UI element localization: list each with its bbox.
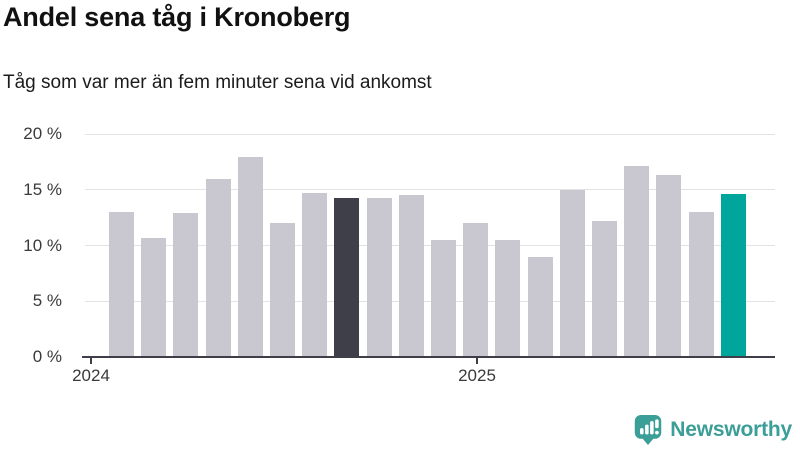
newsworthy-speech-bubble-chart-icon: [633, 413, 663, 446]
bar-2024-06: [270, 223, 296, 357]
bar-2025-07: [688, 212, 714, 357]
chart-title: Andel sena tåg i Kronoberg: [3, 2, 351, 32]
bar-2024-01: [109, 212, 134, 357]
y-tick-label: 0 %: [32, 347, 62, 366]
bar-2024-10: [398, 195, 424, 357]
bar-2024-03: [173, 213, 199, 357]
bar-2024-04: [205, 178, 231, 357]
bar-2024-11: [431, 239, 457, 357]
bar-2025-01: [495, 239, 521, 357]
bar-2025-05: [624, 166, 650, 357]
bar-2024-08: [334, 197, 360, 357]
x-tick-label-2024: 2024: [72, 366, 110, 385]
y-tick-label: 10 %: [23, 235, 62, 255]
newsworthy-logo[interactable]: Newsworthy: [633, 413, 792, 446]
bar-2024-09: [366, 197, 392, 357]
bar-2024-07: [302, 193, 328, 357]
bar-series: [85, 134, 775, 357]
bar-2025-03: [559, 189, 585, 357]
x-tick-2025: [476, 358, 478, 364]
bar-2024-05: [237, 157, 263, 357]
y-tick-label: 20 %: [23, 124, 62, 143]
gridline-5: [85, 300, 775, 302]
x-axis-line: [82, 356, 775, 358]
x-tick-2024: [90, 358, 92, 364]
y-tick-label: 15 %: [23, 179, 62, 199]
newsworthy-wordmark: Newsworthy: [670, 417, 792, 441]
gridline-20: [85, 133, 775, 135]
x-tick-label-2025: 2025: [458, 366, 496, 385]
gridline-15: [85, 189, 775, 191]
bar-2025-08: [720, 194, 746, 357]
bar-2025-06: [656, 175, 682, 357]
chart-subtitle: Tåg som var mer än fem minuter sena vid …: [3, 72, 432, 93]
y-tick-label: 5 %: [32, 291, 62, 311]
bar-2024-12: [463, 223, 489, 357]
bar-2025-02: [527, 256, 553, 357]
plot-area: 20 % 15 % 10 % 5 % 0 % 2024 2025: [23, 124, 775, 385]
gridline-10: [85, 245, 775, 246]
bar-2025-04: [592, 220, 618, 357]
bar-2024-02: [141, 237, 167, 357]
